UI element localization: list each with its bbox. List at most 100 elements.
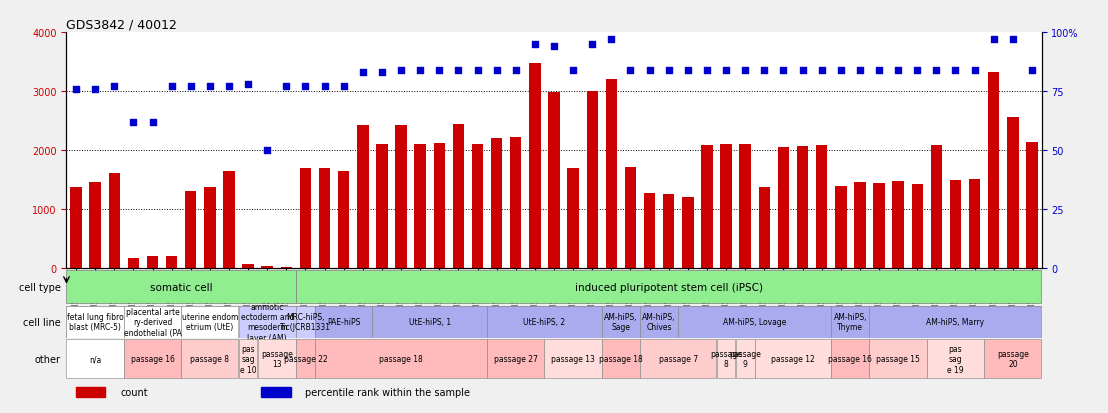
Bar [530,64,541,268]
FancyBboxPatch shape [182,339,238,378]
Point [966,67,984,74]
FancyBboxPatch shape [544,339,602,378]
FancyBboxPatch shape [926,339,984,378]
Bar [243,264,254,268]
Point [450,67,468,74]
Bar [950,180,962,268]
Text: passage 8: passage 8 [191,354,229,363]
Bar [1026,142,1038,268]
Bar [835,187,847,268]
FancyBboxPatch shape [66,306,1042,338]
Bar [778,148,789,268]
Bar [892,182,904,268]
Bar [377,145,388,268]
Text: passage
9: passage 9 [729,349,761,368]
FancyBboxPatch shape [736,339,755,378]
Point [411,67,429,74]
FancyBboxPatch shape [315,339,486,378]
FancyBboxPatch shape [831,339,870,378]
Text: passage 16: passage 16 [829,354,872,363]
FancyBboxPatch shape [488,339,544,378]
Text: uterine endom
etrium (UtE): uterine endom etrium (UtE) [182,312,238,332]
Point [201,84,218,90]
Point [1004,37,1022,43]
Text: passage 13: passage 13 [551,354,595,363]
Bar [300,169,311,268]
Bar [319,169,330,268]
Text: other: other [34,354,61,364]
Point [430,67,448,74]
Point [756,67,773,74]
Point [373,70,391,76]
Text: GDS3842 / 40012: GDS3842 / 40012 [66,19,177,32]
Point [603,37,620,43]
FancyBboxPatch shape [717,339,736,378]
Point [1023,67,1040,74]
Bar [70,188,82,268]
Bar [586,92,598,268]
Bar [931,145,942,268]
FancyBboxPatch shape [602,306,639,338]
Bar [567,169,578,268]
Text: passage
13: passage 13 [260,349,293,368]
Text: passage 16: passage 16 [131,354,174,363]
Point [622,67,639,74]
FancyBboxPatch shape [870,339,926,378]
Point [793,67,811,74]
Bar [759,188,770,268]
FancyBboxPatch shape [124,306,181,338]
Bar [261,267,273,268]
FancyBboxPatch shape [602,339,639,378]
FancyBboxPatch shape [296,306,315,338]
Point [832,67,850,74]
Bar [433,144,445,268]
FancyBboxPatch shape [66,306,124,338]
Bar [280,267,293,268]
FancyBboxPatch shape [870,306,1042,338]
Text: placental arte
ry-derived
endothelial (PA: placental arte ry-derived endothelial (P… [124,307,182,337]
Point [316,84,334,90]
Text: passage
8: passage 8 [710,349,742,368]
Text: UtE-hiPS, 1: UtE-hiPS, 1 [409,318,451,326]
Point [698,67,716,74]
Point [526,42,544,48]
Point [220,84,238,90]
Point [774,67,792,74]
Point [813,67,831,74]
Point [717,67,735,74]
Bar [625,167,636,268]
Bar [701,146,712,268]
Text: pas
sag
e 19: pas sag e 19 [947,344,964,374]
FancyBboxPatch shape [678,306,831,338]
Point [870,67,888,74]
Bar [338,171,349,268]
Text: AM-hiPS, Lovage: AM-hiPS, Lovage [724,318,787,326]
Bar [185,192,196,268]
Text: AM-hiPS, Marry: AM-hiPS, Marry [926,318,985,326]
FancyBboxPatch shape [182,306,238,338]
Bar [453,124,464,268]
Point [182,84,199,90]
FancyBboxPatch shape [315,306,372,338]
Text: passage 15: passage 15 [876,354,920,363]
Text: cell type: cell type [19,282,61,292]
Bar [854,183,865,268]
FancyBboxPatch shape [640,339,716,378]
FancyBboxPatch shape [66,339,124,378]
Point [488,67,505,74]
Bar [90,183,101,268]
Text: UtE-hiPS, 2: UtE-hiPS, 2 [523,318,565,326]
Text: MRC-hiPS,
Tic(JCRB1331: MRC-hiPS, Tic(JCRB1331 [280,312,331,332]
Bar [261,387,290,397]
Point [985,37,1003,43]
Bar [815,145,828,268]
Bar [357,126,369,268]
FancyBboxPatch shape [640,306,678,338]
Text: pas
sag
e 10: pas sag e 10 [239,344,256,374]
FancyBboxPatch shape [488,306,602,338]
Point [584,42,602,48]
Point [890,67,907,74]
Text: passage 18: passage 18 [379,354,423,363]
Bar [127,259,140,268]
Point [909,67,926,74]
